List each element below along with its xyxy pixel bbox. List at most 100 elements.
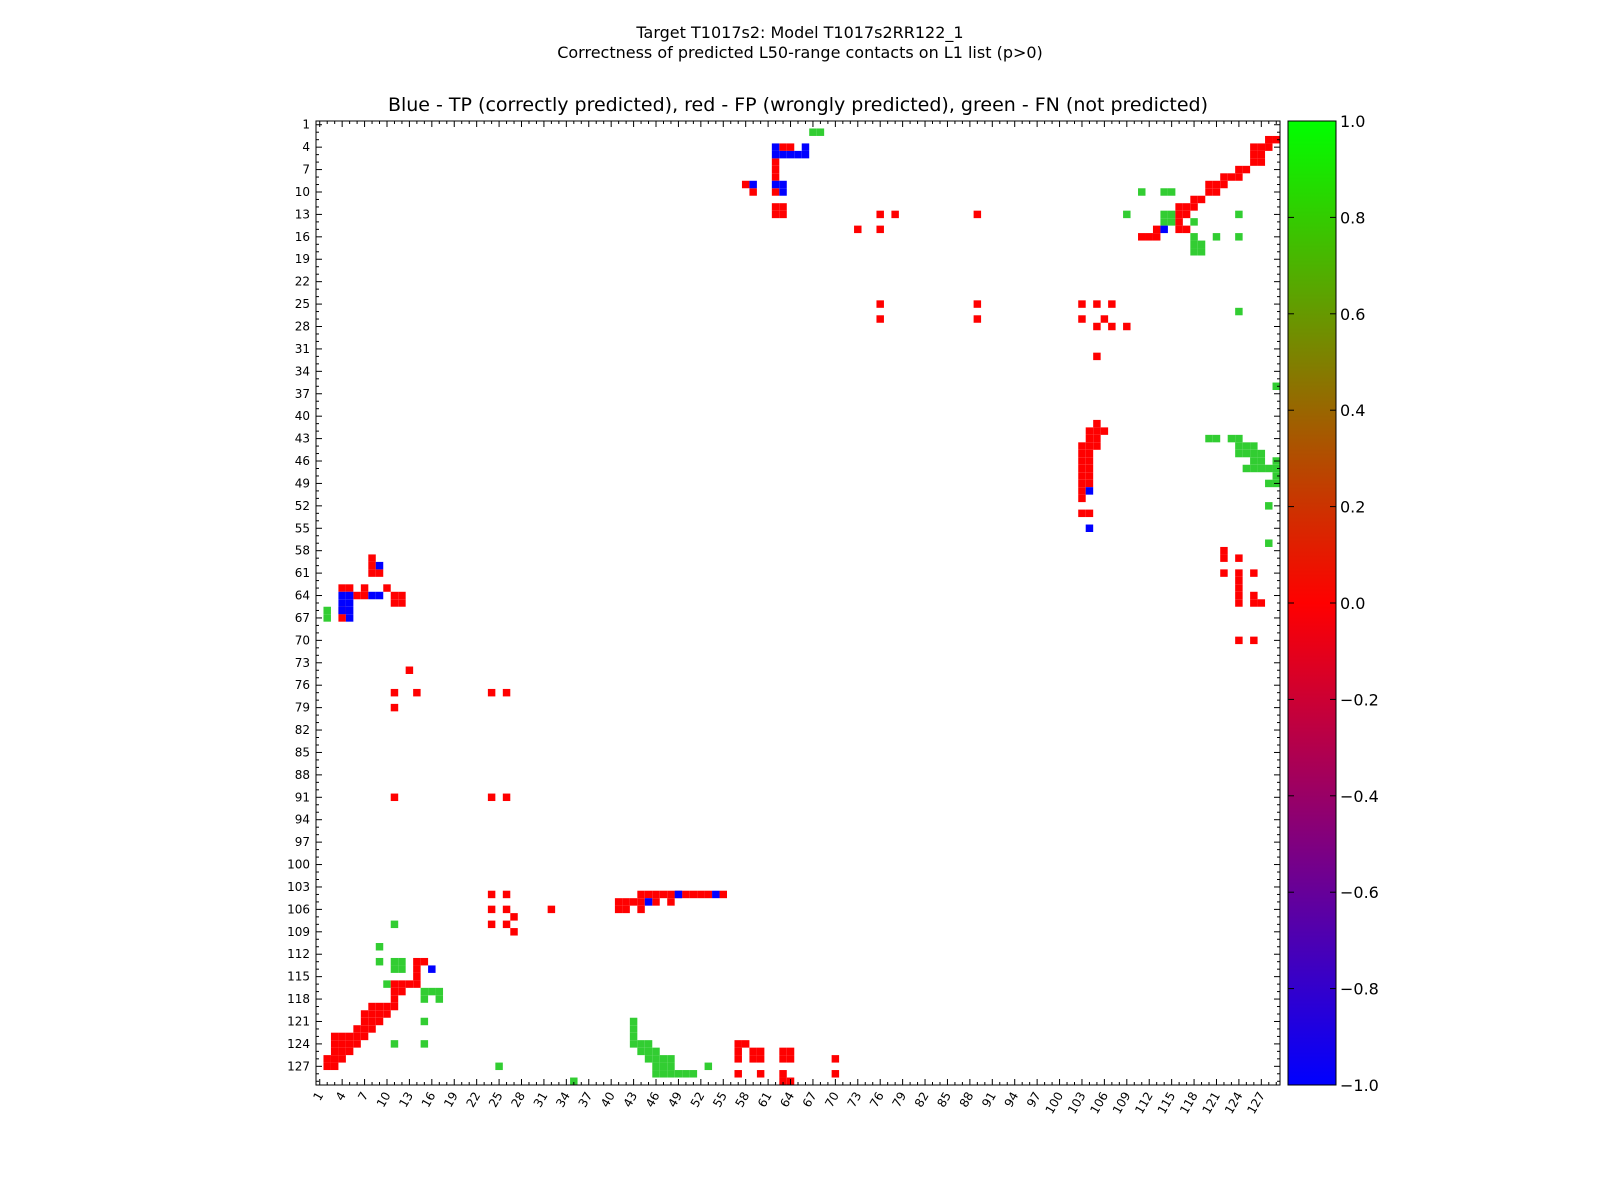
cell-fp bbox=[973, 315, 982, 323]
cell-fp bbox=[734, 1055, 742, 1063]
cell-fp bbox=[1250, 158, 1258, 166]
cell-fn bbox=[1235, 434, 1243, 443]
cell-fp bbox=[689, 890, 698, 899]
cell-fp bbox=[1085, 509, 1094, 518]
cell-fp bbox=[779, 210, 787, 219]
cell-fp bbox=[1145, 233, 1153, 241]
x-tick-label: 106 bbox=[1087, 1090, 1111, 1117]
cell-fp bbox=[973, 210, 982, 219]
x-tick-label: 97 bbox=[1024, 1090, 1044, 1110]
cell-fp bbox=[1220, 173, 1228, 181]
cell-fp bbox=[398, 987, 406, 996]
cell-fp bbox=[1152, 225, 1161, 234]
cell-fp bbox=[876, 315, 884, 323]
cell-fp bbox=[779, 203, 787, 211]
cell-fp bbox=[1182, 210, 1191, 219]
cell-fp bbox=[1175, 225, 1183, 234]
cell-fp bbox=[1085, 449, 1094, 458]
cell-fp bbox=[487, 905, 496, 914]
y-tick-label: 34 bbox=[295, 364, 310, 378]
x-tick-label: 43 bbox=[620, 1090, 640, 1110]
x-tick-label: 85 bbox=[934, 1090, 954, 1110]
y-tick-label: 28 bbox=[295, 320, 310, 334]
cell-tp bbox=[786, 150, 795, 159]
y-tick-label: 79 bbox=[295, 701, 310, 715]
cell-tp bbox=[644, 898, 653, 906]
cell-fp bbox=[1235, 591, 1243, 600]
colorbar-tick-label: 0.4 bbox=[1340, 401, 1365, 420]
cell-fp bbox=[637, 898, 645, 906]
cell-fp bbox=[353, 591, 361, 600]
y-tick-label: 106 bbox=[287, 902, 310, 916]
cell-fp bbox=[876, 225, 884, 234]
cell-fn bbox=[1235, 442, 1243, 450]
cell-fp bbox=[831, 1070, 840, 1078]
cell-fp bbox=[1085, 464, 1094, 473]
cell-fn bbox=[390, 965, 399, 973]
cell-fp bbox=[1220, 180, 1228, 189]
cell-fp bbox=[1197, 195, 1206, 204]
axis-ticks bbox=[316, 121, 1280, 1085]
x-tick-label: 16 bbox=[419, 1090, 439, 1110]
y-tick-label: 73 bbox=[295, 656, 310, 670]
colorbar-tick-label: −0.4 bbox=[1340, 787, 1379, 806]
cell-fp bbox=[973, 300, 982, 308]
cell-fn bbox=[644, 1040, 653, 1048]
cell-fp bbox=[786, 143, 795, 151]
cell-fp bbox=[1078, 449, 1086, 458]
cell-fp bbox=[1078, 464, 1086, 473]
cell-fp bbox=[652, 898, 660, 906]
cell-fn bbox=[1190, 233, 1198, 241]
x-tick-label: 82 bbox=[912, 1090, 932, 1110]
cell-fp bbox=[1078, 472, 1086, 480]
y-tick-label: 64 bbox=[295, 589, 310, 603]
axes-title: Blue - TP (correctly predicted), red - F… bbox=[387, 94, 1209, 116]
y-tick-label: 76 bbox=[295, 678, 310, 692]
cell-fp bbox=[1235, 569, 1243, 577]
cell-fp bbox=[1220, 546, 1228, 555]
x-tick-label: 79 bbox=[889, 1090, 909, 1110]
y-tick-label: 49 bbox=[295, 476, 310, 490]
y-tick-label: 31 bbox=[295, 342, 310, 356]
x-tick-label: 127 bbox=[1244, 1090, 1268, 1117]
cell-fp bbox=[368, 561, 376, 570]
cell-fp bbox=[1250, 599, 1258, 607]
cell-fn bbox=[428, 987, 436, 996]
cell-tp bbox=[375, 561, 384, 570]
cell-fp bbox=[420, 957, 429, 966]
y-tick-label: 52 bbox=[295, 499, 310, 513]
plot-area-frame bbox=[315, 120, 1281, 1086]
cell-fp bbox=[1212, 180, 1221, 189]
cell-fp bbox=[330, 1055, 339, 1063]
cell-fn bbox=[1265, 464, 1273, 473]
cell-fn bbox=[652, 1047, 660, 1056]
x-tick-label: 10 bbox=[374, 1090, 394, 1110]
cell-tp bbox=[368, 591, 376, 600]
y-tick-label: 4 bbox=[302, 140, 310, 154]
cell-fp bbox=[413, 957, 421, 966]
cell-fp bbox=[1175, 218, 1183, 226]
cell-fp bbox=[652, 890, 660, 899]
cell-fn bbox=[420, 1017, 429, 1026]
cell-fp bbox=[487, 688, 496, 697]
cell-tp bbox=[1160, 225, 1168, 234]
cell-fp bbox=[1078, 300, 1086, 308]
x-tick-label: 46 bbox=[643, 1090, 663, 1110]
cell-fp bbox=[360, 1032, 369, 1041]
cell-fp bbox=[1235, 576, 1243, 585]
cell-fp bbox=[756, 1070, 765, 1078]
cell-fp bbox=[390, 591, 399, 600]
cell-fp bbox=[368, 554, 376, 562]
cell-fp bbox=[1250, 569, 1258, 577]
cell-fp bbox=[1093, 352, 1101, 361]
cell-fp bbox=[345, 1040, 354, 1048]
x-tick-label: 76 bbox=[867, 1090, 887, 1110]
cell-fp bbox=[502, 793, 511, 802]
cell-fn bbox=[667, 1062, 675, 1071]
cell-fp bbox=[1078, 479, 1086, 488]
y-tick-label: 7 bbox=[302, 163, 310, 177]
x-tick-label: 52 bbox=[688, 1090, 708, 1110]
y-tick-label: 46 bbox=[295, 454, 310, 468]
cell-fp bbox=[323, 1062, 331, 1071]
cell-fp bbox=[1152, 233, 1161, 241]
